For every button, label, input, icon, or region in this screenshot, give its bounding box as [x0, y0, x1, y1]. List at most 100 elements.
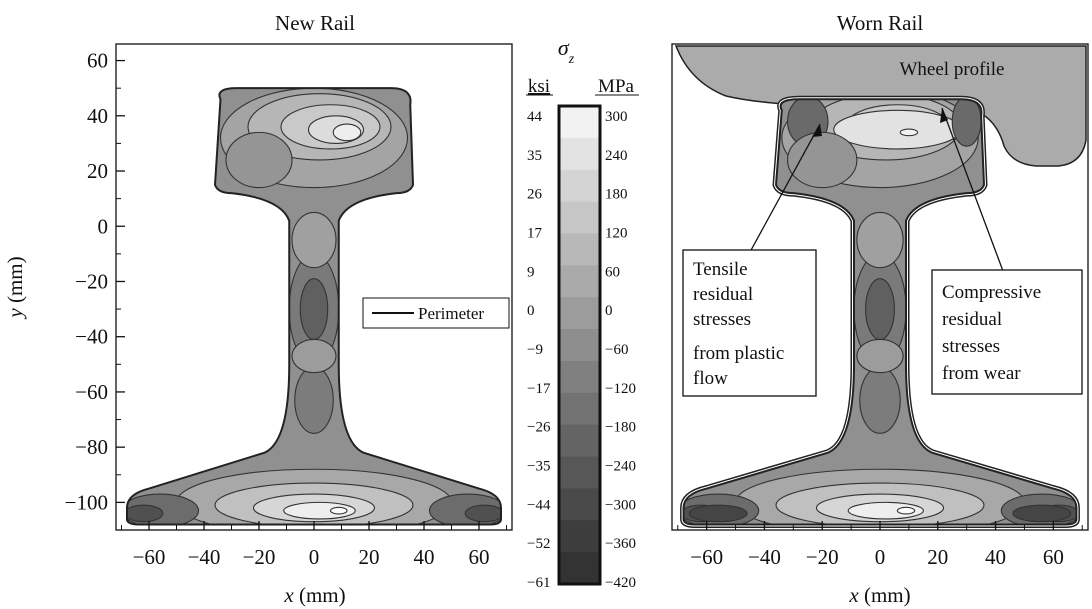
- tensile-arrowhead: [812, 124, 822, 137]
- x-axis-unit-left: (mm): [299, 583, 346, 607]
- colorbar-swatch: [559, 456, 600, 489]
- colorbar-swatch: [559, 201, 600, 234]
- colorbar-mpa-label: 0: [605, 303, 613, 319]
- stress-contour: [1012, 504, 1072, 523]
- stress-contour: [856, 211, 904, 269]
- x-axis-unit-right: (mm): [864, 583, 911, 607]
- new-rail-contour: [126, 87, 502, 526]
- colorbar-mpa-label: −420: [605, 575, 636, 591]
- y-tick-label: −80: [75, 435, 108, 459]
- colorbar-swatch: [559, 552, 600, 585]
- x-tick-label: 40: [414, 545, 435, 569]
- stress-contour: [896, 506, 916, 515]
- colorbar-swatch: [559, 297, 600, 330]
- tensile-annotation: Tensile residual stresses from plastic f…: [682, 249, 817, 397]
- stress-contour: [688, 504, 748, 523]
- x-tick-label: 0: [875, 545, 886, 569]
- colorbar-swatches: [559, 106, 600, 585]
- y-axis-ticks: 60 40 20 0 −20 −40 −60 −80 −100: [65, 49, 125, 514]
- colorbar-mpa-label: 300: [605, 109, 628, 125]
- y-tick-label: −60: [75, 380, 108, 404]
- x-tick-label: −40: [188, 545, 221, 569]
- tensile-annotation-text: Tensile residual stresses from plastic f…: [693, 259, 789, 389]
- y-axis-unit: (mm): [3, 256, 27, 303]
- colorbar-swatch: [559, 106, 600, 139]
- x-axis-ticks-left: −60 −40 −20 0 20 40 60: [121, 521, 507, 569]
- colorbar-swatch: [559, 233, 600, 266]
- colorbar-sigma: σ: [558, 35, 570, 60]
- y-tick-label: −40: [75, 325, 108, 349]
- x-tick-label: −60: [690, 545, 723, 569]
- x-tick-label: −20: [806, 545, 839, 569]
- worn-rail-title: Worn Rail: [837, 11, 924, 35]
- stress-contour: [899, 128, 919, 137]
- x-axis-label-left: x (mm): [283, 583, 345, 607]
- colorbar-ksi-label: 9: [527, 264, 535, 280]
- colorbar-symbol: σz: [558, 35, 575, 67]
- stress-contour: [299, 278, 329, 341]
- colorbar-ksi-label: −44: [527, 497, 551, 513]
- x-tick-label: 20: [927, 545, 948, 569]
- colorbar-mpa-label: −300: [605, 497, 636, 513]
- wheel-profile-label: Wheel profile: [900, 59, 1005, 80]
- colorbar-ksi-label: 35: [527, 148, 542, 164]
- y-axis-var: y: [3, 308, 27, 320]
- colorbar-ksi-label: −52: [527, 536, 550, 552]
- colorbar-ksi-label: 26: [527, 187, 543, 203]
- x-axis-label-right: x (mm): [848, 583, 910, 607]
- colorbar-swatch: [559, 488, 600, 521]
- colorbar-swatch: [559, 265, 600, 298]
- stress-contour: [291, 338, 337, 374]
- compressive-pointer: [941, 107, 1004, 272]
- colorbar-swatch: [559, 169, 600, 203]
- colorbar-ksi-label: −17: [527, 381, 551, 397]
- colorbar-ksi-header: ksi: [528, 76, 550, 97]
- colorbar-mpa-label: −60: [605, 342, 628, 358]
- colorbar: σz ksi MPa 44 35 26 17 9 0 −9 −17 −26 −35 −44 −52 −6…: [526, 35, 639, 591]
- colorbar-swatch: [559, 392, 600, 426]
- colorbar-swatch: [559, 360, 600, 394]
- compressive-arrowhead: [940, 108, 948, 123]
- x-tick-label: 20: [359, 545, 380, 569]
- worn-rail-panel: Worn Rail Wheel profile Tensile residual…: [671, 11, 1089, 607]
- colorbar-mpa-label: 240: [605, 148, 628, 164]
- colorbar-mpa-label: 120: [605, 226, 628, 242]
- new-rail-panel: New Rail Perimeter 60 40 20 0 −20 −40 −60 −80 −1…: [3, 11, 513, 607]
- x-tick-label: −40: [748, 545, 781, 569]
- y-tick-label: −20: [75, 269, 108, 293]
- stress-contour: [859, 366, 901, 434]
- rail-perimeter: [126, 87, 502, 526]
- worn-rail-contour: [680, 95, 1080, 528]
- x-tick-label: −60: [133, 545, 166, 569]
- stress-contour: [283, 501, 356, 520]
- rail-perimeter: [682, 98, 1078, 526]
- stress-contour: [225, 131, 293, 189]
- stress-contour: [464, 504, 501, 523]
- colorbar-mpa-label: −180: [605, 420, 636, 436]
- compressive-annotation-text: Compressive residual stresses from wear: [942, 282, 1046, 384]
- y-tick-label: 60: [87, 49, 108, 73]
- colorbar-swatch: [559, 520, 600, 553]
- y-tick-label: 40: [87, 104, 108, 128]
- colorbar-mpa-label: −360: [605, 536, 636, 552]
- stress-contour: [294, 366, 334, 434]
- y-tick-label: 0: [98, 214, 109, 238]
- x-axis-var-right: x: [848, 583, 859, 607]
- colorbar-mpa-label: −240: [605, 459, 636, 475]
- colorbar-mpa-label: 180: [605, 187, 628, 203]
- y-axis-label: y (mm): [3, 256, 27, 319]
- colorbar-mpa-label: −120: [605, 381, 636, 397]
- colorbar-mpa-label: 60: [605, 264, 620, 280]
- x-tick-label: 60: [469, 545, 490, 569]
- colorbar-ksi-label: 0: [527, 303, 535, 319]
- colorbar-ksi-label: −26: [527, 420, 551, 436]
- stress-contour: [329, 506, 348, 515]
- colorbar-ksi-label: 44: [527, 109, 543, 125]
- colorbar-ksi-label: 17: [527, 226, 543, 242]
- stress-contour: [332, 123, 362, 142]
- stress-contour: [787, 131, 858, 189]
- colorbar-mpa-header: MPa: [598, 76, 634, 97]
- compressive-annotation: Compressive residual stresses from wear: [931, 269, 1083, 395]
- x-axis-var-left: x: [283, 583, 294, 607]
